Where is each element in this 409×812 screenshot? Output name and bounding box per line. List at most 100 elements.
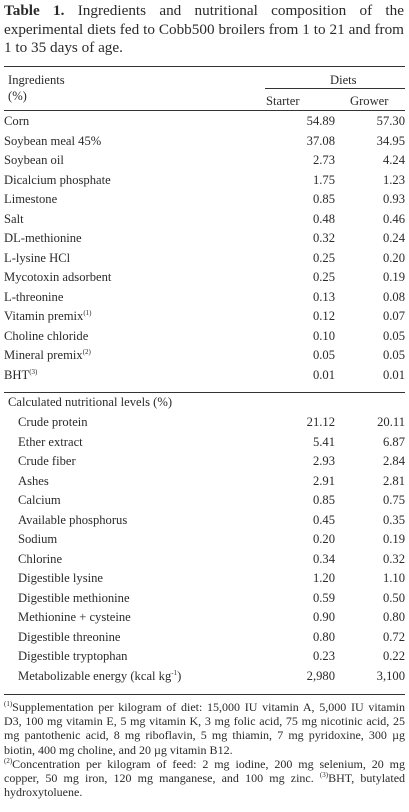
row-name: Digestible tryptophan	[18, 649, 128, 663]
starter-value: 0.05	[312, 348, 335, 362]
starter-value: 0.10	[312, 328, 335, 343]
table-row: Digestible threonine 0.80 0.72	[4, 628, 405, 648]
row-label: L-threonine	[4, 288, 265, 308]
row-name: BHT	[4, 367, 30, 382]
row-name: Digestible threonine	[18, 629, 121, 644]
grower-value: 0.24	[382, 231, 405, 245]
grower-value: 6.87	[382, 434, 405, 449]
starter-value: 1.75	[312, 172, 335, 187]
row-footnote-mark: (2)	[82, 347, 91, 356]
table-row: Available phosphorus 0.45 0.35	[4, 511, 405, 531]
starter-header: Starter	[266, 94, 300, 108]
row-label: L-lysine HCl	[4, 249, 265, 269]
row-label: Limestone	[4, 190, 265, 210]
grower-value: 0.72	[382, 629, 405, 644]
row-label: Dicalcium phosphate	[4, 171, 265, 191]
row-name: Ether extract	[18, 434, 83, 449]
table-row: Soybean meal 45% 37.08 34.95	[4, 132, 405, 152]
grower-header: Grower	[350, 94, 389, 108]
table-row: Limestone 0.85 0.93	[4, 190, 405, 210]
row-label: Sodium	[4, 530, 265, 550]
footnote-3-text: BHT, butylated hydroxytoluene.	[4, 771, 406, 800]
table-row: Choline chloride 0.10 0.05	[4, 327, 405, 347]
caption-text: Ingredients and nutritional composition …	[4, 2, 404, 56]
row-name: Soybean oil	[4, 153, 64, 167]
grower-value: 0.05	[382, 348, 405, 362]
row-label: Mineral premix(2)	[4, 346, 265, 366]
table-row: Methionine + cysteine 0.90 0.80	[4, 608, 405, 628]
grower-value: 0.20	[382, 250, 405, 265]
grower-value: 0.46	[382, 211, 405, 226]
table-row: L-threonine 0.13 0.08	[4, 288, 405, 308]
starter-value: 0.25	[312, 250, 335, 265]
row-name: Chlorine	[18, 551, 63, 566]
caption-label: Table 1.	[4, 2, 65, 19]
energy-sup: -1	[171, 668, 178, 677]
nutrition-table: Crude protein 21.12 20.11 Ether extract 5.41…	[4, 413, 405, 686]
grower-value: 2.81	[382, 473, 405, 488]
row-label: Digestible lysine	[4, 569, 265, 589]
table-row: Digestible lysine 1.20 1.10	[4, 569, 405, 589]
starter-value: 0.20	[312, 532, 335, 546]
row-name: Methionine + cysteine	[18, 610, 131, 624]
row-label: Corn	[4, 112, 265, 132]
row-name: Calcium	[18, 493, 61, 507]
table-row: Dicalcium phosphate 1.75 1.23	[4, 171, 405, 191]
ingredients-table: Corn 54.89 57.30 Soybean meal 45% 37.08 34.95…	[4, 112, 405, 385]
row-name: Vitamin premix	[4, 309, 84, 323]
row-name: Salt	[4, 211, 24, 226]
row-label: Soybean oil	[4, 151, 265, 171]
starter-value: 0.80	[312, 629, 335, 644]
nutrition-heading: Calculated nutritional levels (%)	[8, 395, 173, 409]
table-row: Ashes 2.91 2.81	[4, 472, 405, 492]
starter-value: 0.45	[312, 512, 335, 527]
diets-header: Diets	[330, 73, 357, 87]
starter-value: 37.08	[306, 133, 335, 148]
grower-value: 0.50	[382, 590, 405, 605]
grower-value: 34.95	[376, 133, 405, 148]
starter-value: 21.12	[306, 415, 335, 429]
grower-value: 0.05	[382, 328, 405, 343]
grower-value: 0.07	[382, 309, 405, 323]
row-name: DL-methionine	[4, 231, 82, 245]
starter-value: 0.01	[312, 367, 335, 382]
grower-value: 0.08	[382, 289, 405, 304]
row-label: Methionine + cysteine	[4, 608, 265, 628]
header-rule	[4, 110, 405, 111]
row-name: Sodium	[18, 532, 58, 546]
starter-value: 0.12	[312, 309, 335, 323]
table-row: Calcium 0.85 0.75	[4, 491, 405, 511]
section-rule	[4, 392, 405, 393]
starter-value: 0.13	[312, 289, 335, 304]
starter-value: 0.25	[312, 270, 335, 284]
footnote-1-mark: (1)	[4, 700, 13, 708]
grower-value: 20.11	[377, 415, 405, 429]
starter-value: 0.90	[312, 610, 335, 624]
grower-value: 0.19	[382, 270, 405, 284]
starter-value: 0.85	[312, 493, 335, 507]
unit-header: (%)	[8, 89, 27, 103]
diets-rule	[265, 88, 405, 89]
row-name: L-lysine HCl	[4, 250, 71, 265]
row-name: Mycotoxin adsorbent	[4, 270, 112, 284]
row-label: Available phosphorus	[4, 511, 265, 531]
table-row: Ether extract 5.41 6.87	[4, 433, 405, 453]
grower-value: 2.84	[382, 454, 405, 468]
grower-value: 57.30	[376, 114, 405, 128]
row-footnote-mark: (3)	[29, 367, 38, 376]
row-name: Available phosphorus	[18, 512, 128, 527]
starter-value: 0.23	[312, 649, 335, 663]
footnote-3-mark: (3)	[319, 771, 329, 780]
starter-value: 2.73	[312, 153, 335, 167]
top-rule	[4, 66, 405, 68]
starter-value: 1.20	[312, 571, 335, 585]
footnote-2: (2)Concentration per kilogram of feed: 2…	[4, 757, 405, 800]
table-row: DL-methionine 0.32 0.24	[4, 229, 405, 249]
row-name: Mineral premix	[4, 348, 83, 362]
row-name: Crude fiber	[18, 454, 76, 468]
starter-value: 0.32	[312, 231, 335, 245]
row-label: Mycotoxin adsorbent	[4, 268, 265, 288]
row-name: Choline chloride	[4, 328, 89, 343]
starter-value: 2.91	[312, 473, 335, 488]
